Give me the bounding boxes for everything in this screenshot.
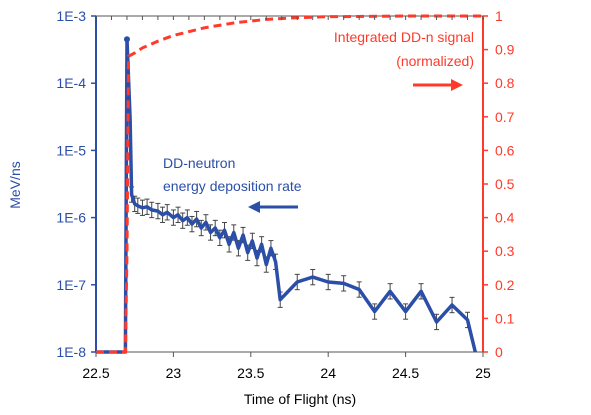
x-tick-label: 25 (475, 365, 491, 381)
x-tick-label: 23 (166, 365, 182, 381)
y-right-tick-label: 1 (495, 8, 503, 24)
y-left-tick-label: 1E-5 (56, 142, 86, 158)
x-tick-label: 22.5 (82, 365, 109, 381)
y-right-tick-label: 0.9 (495, 42, 515, 58)
y-right-tick-label: 0.1 (495, 310, 515, 326)
y-left-tick-label: 1E-3 (56, 8, 86, 24)
y-right-tick-label: 0 (495, 344, 503, 360)
blue-arrow (248, 201, 298, 213)
x-tick-label: 23.5 (237, 365, 264, 381)
y-left-tick-label: 1E-4 (56, 75, 86, 91)
red-series-label-1: Integrated DD-n signal (334, 29, 474, 45)
y-axis-title-left: MeV/ns (7, 161, 23, 208)
red-arrow (413, 79, 463, 91)
y-right-tick-label: 0.4 (495, 210, 515, 226)
y-right-tick-label: 0.3 (495, 243, 515, 259)
x-tick-label: 24 (320, 365, 336, 381)
y-right-tick-label: 0.5 (495, 176, 515, 192)
y-right-tick-label: 0.7 (495, 109, 515, 125)
y-right-tick-label: 0.2 (495, 277, 515, 293)
red-series-label-2: (normalized) (396, 53, 474, 69)
blue-series-label-1: DD-neutron (163, 155, 235, 171)
peak-point (124, 36, 130, 42)
y-left-tick-label: 1E-8 (56, 344, 86, 360)
y-right-tick-label: 0.6 (495, 142, 515, 158)
blue-series-label-2: energy deposition rate (163, 178, 302, 194)
x-tick-label: 24.5 (392, 365, 419, 381)
y-right-tick-label: 0.8 (495, 75, 515, 91)
y-left-tick-label: 1E-6 (56, 210, 86, 226)
x-axis-title: Time of Flight (ns) (244, 391, 356, 407)
y-left-tick-label: 1E-7 (56, 277, 86, 293)
